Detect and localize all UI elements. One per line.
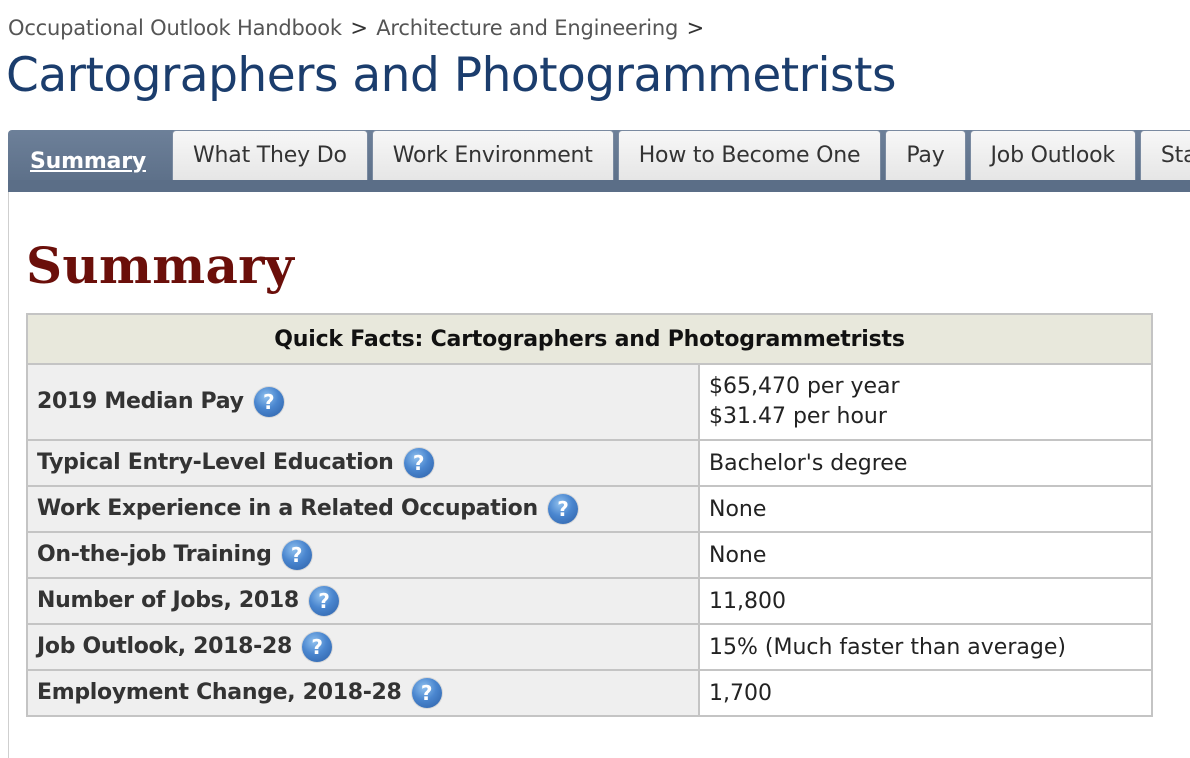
tab-state-and-area-data[interactable]: Sta [1139,130,1190,180]
table-row: Number of Jobs, 2018? 11,800 [26,577,1153,625]
breadcrumb-separator: > [350,16,368,40]
breadcrumb: Occupational Outlook Handbook > Architec… [8,16,706,40]
help-icon[interactable]: ? [301,632,332,662]
breadcrumb-link-ooh[interactable]: Occupational Outlook Handbook [8,16,342,40]
help-icon[interactable]: ? [308,586,339,616]
section-title: Summary [26,236,295,295]
table-row: Typical Entry-Level Education? Bachelor'… [26,439,1153,487]
row-value: 1,700 [698,669,1153,717]
tab-bar: Summary What They Do Work Environment Ho… [8,130,1190,192]
help-icon[interactable]: ? [411,678,442,708]
help-icon[interactable]: ? [281,540,312,570]
tab-job-outlook[interactable]: Job Outlook [969,130,1136,180]
row-label-text: On-the-job Training [37,542,272,567]
row-value: Bachelor's degree [698,439,1153,487]
page-title: Cartographers and Photogrammetrists [6,48,896,103]
tab-work-environment[interactable]: Work Environment [371,130,614,180]
row-label: Employment Change, 2018-28? [26,669,700,717]
help-icon[interactable]: ? [547,494,578,524]
breadcrumb-separator: > [686,16,705,40]
row-label: Job Outlook, 2018-28? [26,623,700,671]
row-value: None [698,485,1153,533]
row-label-text: Number of Jobs, 2018 [37,588,299,613]
tab-what-they-do[interactable]: What They Do [172,130,368,180]
table-row: Job Outlook, 2018-28? 15% (Much faster t… [26,623,1153,671]
median-pay-hourly: $31.47 per hour [709,404,887,429]
row-label-text: Typical Entry-Level Education [37,450,394,475]
tab-list: Summary What They Do Work Environment Ho… [8,130,1190,192]
table-row: 2019 Median Pay? $65,470 per year $31.47… [26,363,1153,441]
table-row: Employment Change, 2018-28? 1,700 [26,669,1153,717]
table-row: On-the-job Training? None [26,531,1153,579]
median-pay-annual: $65,470 per year [709,374,900,399]
tab-pay[interactable]: Pay [885,130,966,180]
row-label: 2019 Median Pay? [26,363,700,441]
content-left-border [8,192,9,758]
breadcrumb-link-architecture[interactable]: Architecture and Engineering [376,16,679,40]
row-value: None [698,531,1153,579]
tab-bar-base [8,180,1190,192]
table-row: Work Experience in a Related Occupation?… [26,485,1153,533]
row-value: $65,470 per year $31.47 per hour [698,363,1153,441]
row-label: Typical Entry-Level Education? [26,439,700,487]
row-label-text: Job Outlook, 2018-28 [37,634,292,659]
help-icon[interactable]: ? [403,448,434,478]
row-label-text: 2019 Median Pay [37,389,244,414]
quick-facts-header: Quick Facts: Cartographers and Photogram… [26,313,1153,365]
tab-how-to-become-one[interactable]: How to Become One [617,130,882,180]
row-label: Number of Jobs, 2018? [26,577,700,625]
row-label-text: Employment Change, 2018-28 [37,680,402,705]
tab-summary[interactable]: Summary [30,148,146,174]
row-label-text: Work Experience in a Related Occupation [37,496,538,521]
row-value: 11,800 [698,577,1153,625]
help-icon[interactable]: ? [253,387,284,417]
quick-facts-table: Quick Facts: Cartographers and Photogram… [26,313,1153,717]
row-value: 15% (Much faster than average) [698,623,1153,671]
row-label: Work Experience in a Related Occupation? [26,485,700,533]
row-label: On-the-job Training? [26,531,700,579]
